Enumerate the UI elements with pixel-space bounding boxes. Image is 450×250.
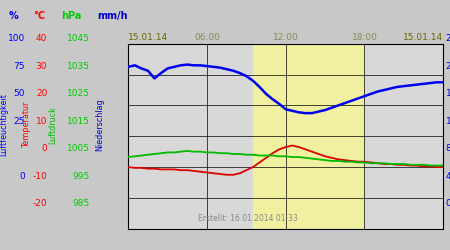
Bar	[253, 44, 364, 229]
Text: %: %	[9, 11, 19, 21]
Text: 16: 16	[446, 89, 450, 98]
Text: 15.01.14: 15.01.14	[128, 34, 168, 42]
Text: 06:00: 06:00	[194, 34, 220, 42]
Text: 1005: 1005	[67, 144, 90, 153]
Text: 1015: 1015	[67, 117, 90, 126]
Text: 24: 24	[446, 34, 450, 43]
Text: 1025: 1025	[67, 89, 90, 98]
Text: hPa: hPa	[61, 11, 81, 21]
Text: 25: 25	[14, 117, 25, 126]
Text: 985: 985	[73, 199, 90, 208]
Text: -20: -20	[32, 199, 47, 208]
Text: 75: 75	[13, 62, 25, 71]
Text: 0: 0	[446, 199, 450, 208]
Text: 100: 100	[8, 34, 25, 43]
Text: 20: 20	[36, 89, 47, 98]
Text: 8: 8	[446, 144, 450, 153]
Text: 12: 12	[446, 117, 450, 126]
Text: 40: 40	[36, 34, 47, 43]
Text: Luftdruck: Luftdruck	[49, 106, 58, 144]
Text: 995: 995	[73, 172, 90, 181]
Text: 30: 30	[36, 62, 47, 71]
Text: 0: 0	[19, 172, 25, 181]
Text: Niederschlag: Niederschlag	[95, 99, 104, 151]
Text: 15.01.14: 15.01.14	[403, 34, 443, 42]
Text: 50: 50	[13, 89, 25, 98]
Text: Luftfeuchtigkeit: Luftfeuchtigkeit	[0, 94, 8, 156]
Text: -10: -10	[32, 172, 47, 181]
Text: 0: 0	[41, 144, 47, 153]
Text: °C: °C	[33, 11, 45, 21]
Text: 4: 4	[446, 172, 450, 181]
Text: 10: 10	[36, 117, 47, 126]
Text: Erstellt: 16.01.2014 01:33: Erstellt: 16.01.2014 01:33	[198, 214, 298, 223]
Text: 1045: 1045	[67, 34, 90, 43]
Text: 1035: 1035	[67, 62, 90, 71]
Text: 20: 20	[446, 62, 450, 71]
Text: mm/h: mm/h	[97, 11, 127, 21]
Text: Temperatur: Temperatur	[22, 102, 31, 148]
Text: 18:00: 18:00	[351, 34, 378, 42]
Text: 12:00: 12:00	[273, 34, 299, 42]
